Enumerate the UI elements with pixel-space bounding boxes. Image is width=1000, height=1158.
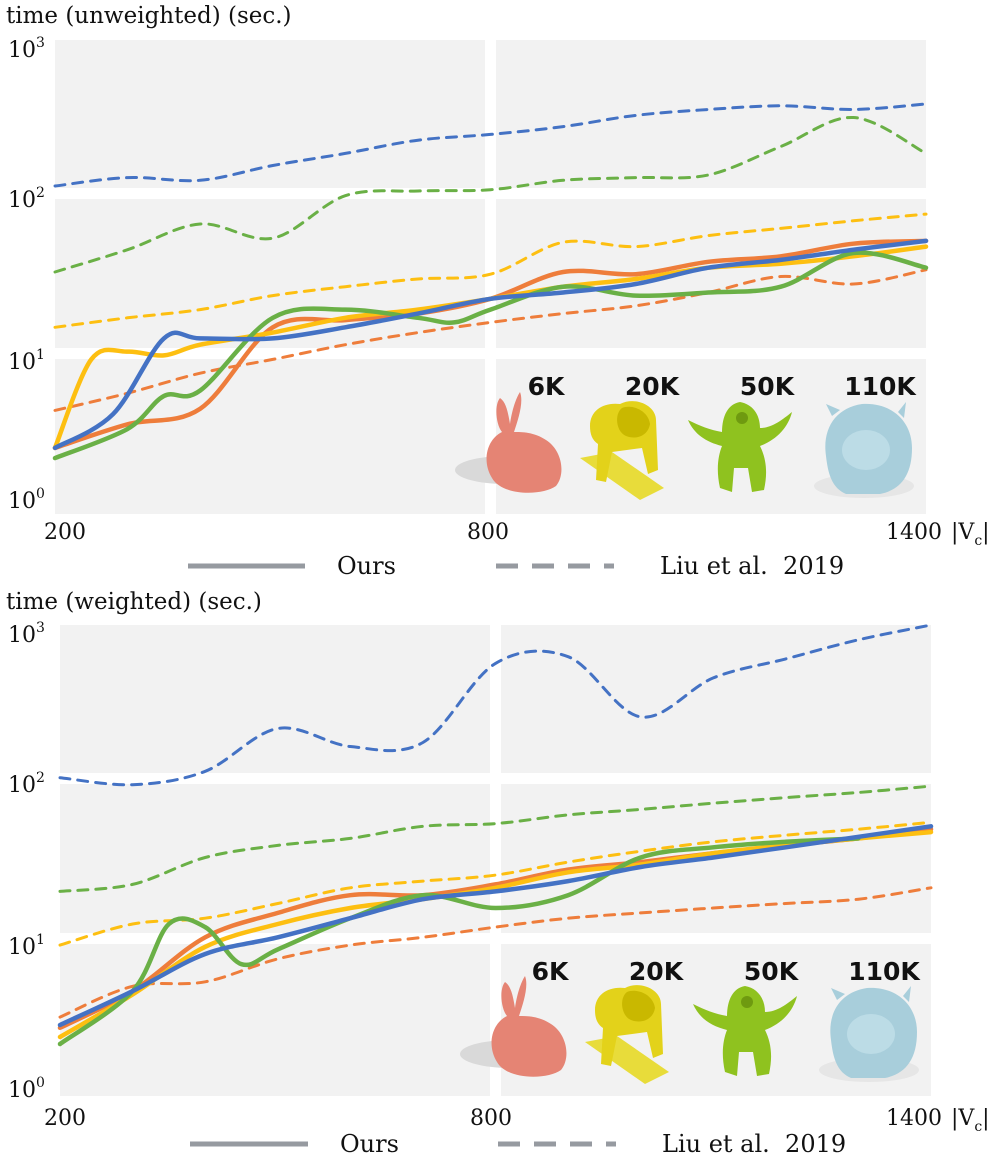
- x-axis-label: |Vc|: [951, 520, 990, 549]
- mesh-label-50k: 50K: [740, 372, 796, 401]
- y-tick-label: 100: [8, 1075, 45, 1103]
- monster-icon: [693, 986, 797, 1076]
- y-tick-label: 103: [8, 35, 45, 63]
- series-layer: [52, 102, 929, 461]
- x-axis-label: |Vc|: [951, 1106, 990, 1135]
- y-axis-ticks: 100 101 102 103: [8, 35, 45, 514]
- series-line-20k-liu-et-al-2019: [58, 820, 933, 947]
- bunny-icon: [455, 392, 562, 493]
- series-line-20k-ours: [52, 244, 929, 451]
- x-tick-label: 800: [467, 520, 509, 545]
- chart-weighted: time (weighted) (sec.): [6, 589, 990, 1158]
- x-tick-label: 800: [470, 1106, 512, 1131]
- mesh-label-20k: 20K: [625, 372, 681, 401]
- chart-unweighted: time (unweighted) (sec.): [6, 3, 990, 580]
- mesh-label-50k: 50K: [744, 957, 800, 986]
- mesh-thumbnails: 6K 20K 50K 110K: [455, 372, 917, 500]
- monster-icon: [688, 402, 792, 492]
- y-tick-label: 100: [8, 486, 45, 514]
- legend-label-liu: Liu et al. 2019: [660, 552, 844, 580]
- mesh-label-110k: 110K: [844, 372, 917, 401]
- armadillo-icon: [819, 986, 919, 1082]
- y-tick-label: 102: [8, 770, 45, 798]
- mesh-thumbnails: 6K 20K 50K 110K: [460, 957, 921, 1084]
- chart-title: time (unweighted) (sec.): [6, 3, 292, 29]
- x-tick-label: 1400: [886, 1106, 942, 1131]
- mesh-label-6k: 6K: [528, 372, 566, 401]
- x-tick-label: 200: [44, 1106, 86, 1131]
- series-line-20k-liu-et-al-2019: [53, 212, 928, 329]
- series-line-50k-ours: [52, 250, 929, 461]
- series-line-50k-liu-et-al-2019: [58, 784, 933, 893]
- series-line-6k-liu-et-al-2019: [53, 268, 928, 412]
- lion-icon: [580, 401, 664, 500]
- series-line-110k-ours: [52, 238, 929, 451]
- mesh-label-6k: 6K: [532, 957, 570, 986]
- series-line-110k-ours: [57, 824, 934, 1028]
- legend-label-ours: Ours: [337, 552, 396, 580]
- series-line-50k-ours: [57, 836, 861, 1047]
- y-tick-label: 101: [8, 347, 45, 375]
- lion-icon: [585, 985, 669, 1084]
- chart-title: time (weighted) (sec.): [6, 589, 262, 615]
- legend: Ours Liu et al. 2019: [188, 552, 844, 580]
- y-tick-label: 101: [8, 932, 45, 960]
- y-axis-ticks: 100 101 102 103: [8, 620, 45, 1103]
- x-tick-label: 1400: [886, 520, 942, 545]
- x-tick-label: 200: [44, 520, 86, 545]
- series-line-50k-liu-et-al-2019: [53, 115, 928, 274]
- series-line-110k-liu-et-al-2019: [58, 623, 933, 787]
- series-line-110k-liu-et-al-2019: [53, 102, 928, 188]
- plot-background: [60, 625, 931, 1096]
- mesh-label-20k: 20K: [629, 957, 685, 986]
- series-line-6k-liu-et-al-2019: [58, 886, 933, 1019]
- y-tick-label: 102: [8, 185, 45, 213]
- plot-background: [55, 40, 926, 514]
- x-axis-ticks: 200 800 1400 |Vc|: [44, 520, 990, 549]
- mesh-label-110k: 110K: [848, 957, 921, 986]
- legend-label-ours: Ours: [340, 1130, 399, 1158]
- x-axis-ticks: 200 800 1400 |Vc|: [44, 1106, 990, 1135]
- series-layer: [57, 623, 934, 1047]
- legend: Ours Liu et al. 2019: [190, 1130, 846, 1158]
- legend-label-liu: Liu et al. 2019: [662, 1130, 846, 1158]
- bunny-icon: [460, 976, 567, 1077]
- armadillo-icon: [814, 402, 914, 498]
- y-tick-label: 103: [8, 620, 45, 648]
